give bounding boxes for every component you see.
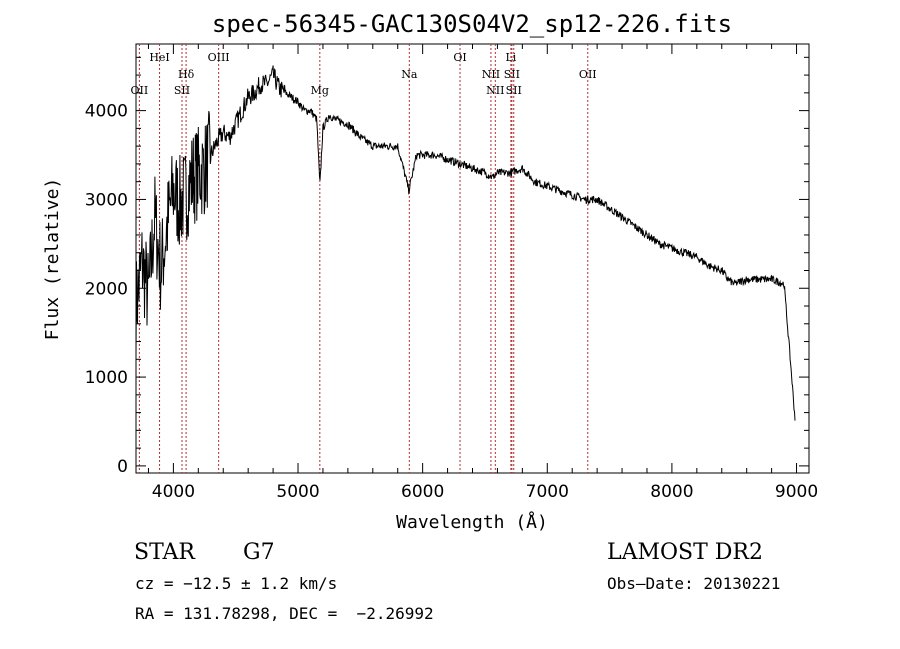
redshift-cz: cz = −12.5 ± 1.2 km/s xyxy=(135,574,338,593)
line-label: SII xyxy=(174,84,190,97)
object-class: STAR xyxy=(134,540,195,565)
y-tick-label: 4000 xyxy=(85,102,128,122)
line-label: OI xyxy=(453,51,466,64)
line-label: NII xyxy=(482,68,500,81)
plot-frame xyxy=(135,43,810,474)
line-label: Na xyxy=(401,68,418,81)
line-label: OII xyxy=(579,68,597,81)
line-label: HeI xyxy=(149,51,169,64)
y-tick-label: 1000 xyxy=(85,368,128,388)
object-subclass: G7 xyxy=(243,540,275,565)
emission-line-markers: OII HeI Hδ SII OIII Mg Na OI NII NII Li SII SII OII xyxy=(131,44,597,473)
x-tick-label: 7000 xyxy=(526,482,569,502)
x-axis-label: Wavelength (Å) xyxy=(396,511,548,533)
survey-label: LAMOST DR2 xyxy=(607,540,763,565)
x-tick-label: 4000 xyxy=(152,482,195,502)
y-tick-label: 3000 xyxy=(85,190,128,210)
x-tick-label: 6000 xyxy=(401,482,444,502)
obs-date: Obs–Date: 20130221 xyxy=(607,574,781,593)
line-label: SII xyxy=(506,84,522,97)
chart-title: spec-56345-GAC130S04V2_sp12-226.fits xyxy=(212,10,732,38)
spectrum-series xyxy=(135,65,796,421)
line-label: OII xyxy=(131,84,149,97)
line-label: SII xyxy=(504,68,520,81)
axes: 4000 5000 6000 7000 8000 9000 0 1000 2000 3000 400… xyxy=(85,44,818,502)
line-label: Hδ xyxy=(178,68,195,81)
x-tick-label: 5000 xyxy=(276,482,319,502)
x-tick-label: 9000 xyxy=(775,482,818,502)
line-label: NII xyxy=(486,84,504,97)
x-tick-label: 8000 xyxy=(650,482,693,502)
line-label: OIII xyxy=(208,51,230,64)
spectrum-line xyxy=(135,65,796,421)
y-axis-label: Flux (relative) xyxy=(42,178,63,341)
y-tick-label: 0 xyxy=(117,457,128,477)
line-label: Li xyxy=(505,51,516,64)
y-tick-label: 2000 xyxy=(85,279,128,299)
coordinates: RA = 131.78298, DEC = −2.26992 xyxy=(135,604,434,623)
line-label: Mg xyxy=(311,84,329,97)
